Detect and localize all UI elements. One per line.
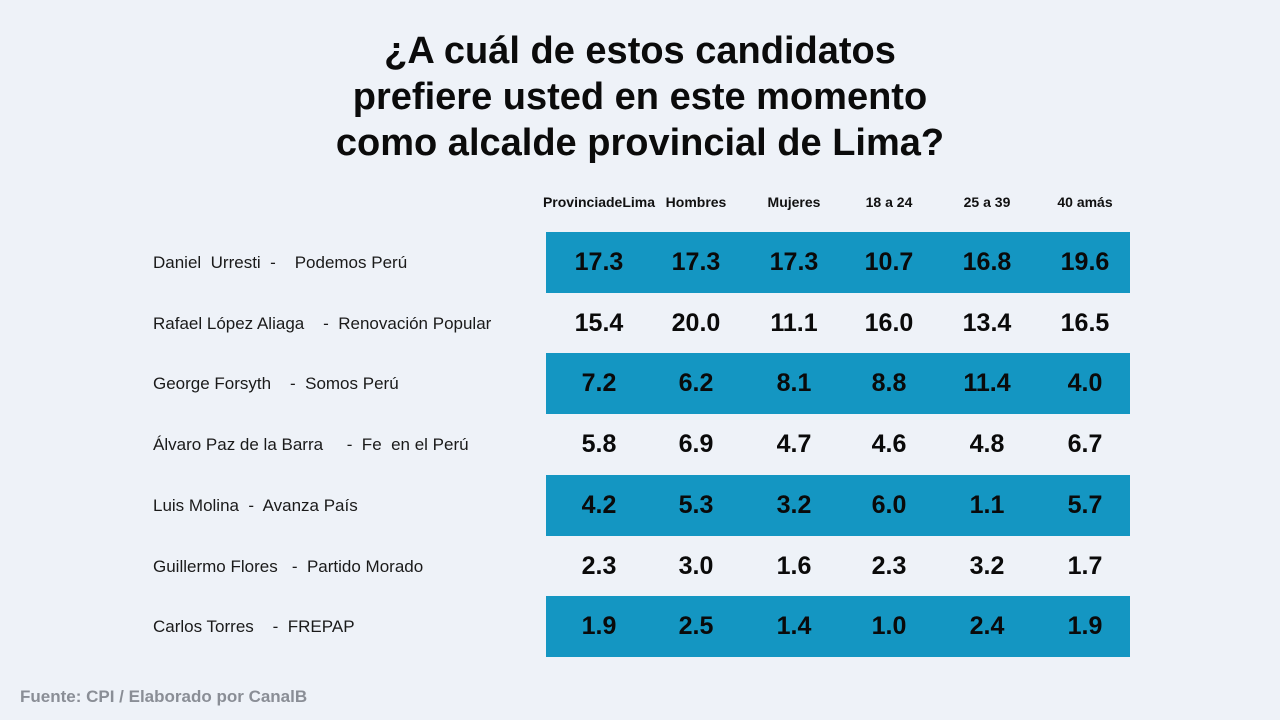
value-cell: 16.8: [962, 248, 1012, 276]
value-cell: 10.7: [864, 248, 914, 276]
value-cell: 1.9: [581, 612, 617, 640]
value-cell: 5.7: [1067, 491, 1103, 519]
candidate-label: Luis Molina - Avanza País: [153, 495, 358, 515]
value-cell: 7.2: [581, 369, 617, 397]
row-highlight-band: [546, 475, 1130, 536]
candidate-label: Álvaro Paz de la Barra - Fe en el Perú: [153, 434, 469, 454]
value-cell: 17.3: [574, 248, 624, 276]
value-cell: 19.6: [1060, 248, 1110, 276]
candidate-label: George Forsyth - Somos Perú: [153, 373, 399, 393]
value-cell: 2.3: [581, 552, 617, 580]
column-header: Provinciade Lima: [543, 184, 655, 220]
value-cell: 17.3: [671, 248, 721, 276]
value-cell: 4.7: [776, 430, 812, 458]
column-header: Hombres: [648, 184, 745, 220]
title-line: ¿A cuál de estos candidatos: [384, 30, 896, 72]
value-cell: 4.0: [1067, 369, 1103, 397]
value-cell: 11.4: [963, 369, 1011, 397]
title-line: como alcalde provincial de Lima?: [335, 122, 945, 164]
chart-title: ¿A cuál de estos candidatos prefiere uste…: [0, 28, 1280, 166]
column-header: 40 amás: [1037, 184, 1134, 220]
value-cell: 16.5: [1060, 309, 1110, 337]
value-cell: 4.6: [871, 430, 907, 458]
value-cell: 5.8: [581, 430, 617, 458]
value-cell: 2.5: [678, 612, 714, 640]
column-header-line: 18 a 24: [865, 193, 913, 210]
value-cell: 8.8: [871, 369, 907, 397]
row-highlight-band: [546, 353, 1130, 414]
value-cell: 6.9: [678, 430, 714, 458]
value-cell: 11.1: [770, 309, 818, 337]
value-cell: 4.8: [969, 430, 1005, 458]
value-cell: 6.2: [678, 369, 714, 397]
value-cell: 13.4: [962, 309, 1012, 337]
value-cell: 1.0: [871, 612, 907, 640]
value-cell: 3.2: [776, 491, 812, 519]
candidate-label: Guillermo Flores - Partido Morado: [153, 556, 424, 576]
column-header-line: Provinciade: [542, 193, 623, 210]
value-cell: 4.2: [581, 491, 617, 519]
value-cell: 2.3: [871, 552, 907, 580]
source-note: Fuente: CPI / Elaborado por CanalB: [20, 687, 308, 706]
value-cell: 20.0: [671, 309, 721, 337]
row-highlight-band: [546, 596, 1130, 657]
column-header-line: Hombres: [665, 193, 727, 210]
value-cell: 17.3: [769, 248, 819, 276]
value-cell: 1.9: [1067, 612, 1103, 640]
column-header: 25 a 39: [939, 184, 1036, 220]
candidate-label: Carlos Torres - FREPAP: [153, 616, 355, 636]
column-header: Mujeres: [746, 184, 843, 220]
title-line: prefiere usted en este momento: [352, 76, 928, 118]
candidate-label: Rafael López Aliaga - Renovación Popular: [153, 313, 492, 333]
value-cell: 6.0: [871, 491, 907, 519]
candidate-label: Daniel Urresti - Podemos Perú: [153, 252, 408, 272]
value-cell: 2.4: [969, 612, 1005, 640]
value-cell: 16.0: [864, 309, 914, 337]
value-cell: 15.4: [574, 309, 624, 337]
row-highlight-band: [546, 232, 1130, 293]
value-cell: 1.7: [1067, 552, 1103, 580]
column-header-line: 25 a 39: [963, 193, 1011, 210]
column-header-line: Lima: [622, 193, 656, 210]
column-header-line: Mujeres: [767, 193, 821, 210]
value-cell: 1.6: [776, 552, 812, 580]
value-cell: 3.2: [969, 552, 1005, 580]
value-cell: 8.1: [776, 369, 812, 397]
column-header: 18 a 24: [841, 184, 938, 220]
value-cell: 6.7: [1067, 430, 1103, 458]
value-cell: 1.1: [969, 491, 1005, 519]
value-cell: 1.4: [776, 612, 812, 640]
column-header-line: 40 amás: [1057, 193, 1113, 210]
value-cell: 3.0: [678, 552, 714, 580]
value-cell: 5.3: [678, 491, 714, 519]
